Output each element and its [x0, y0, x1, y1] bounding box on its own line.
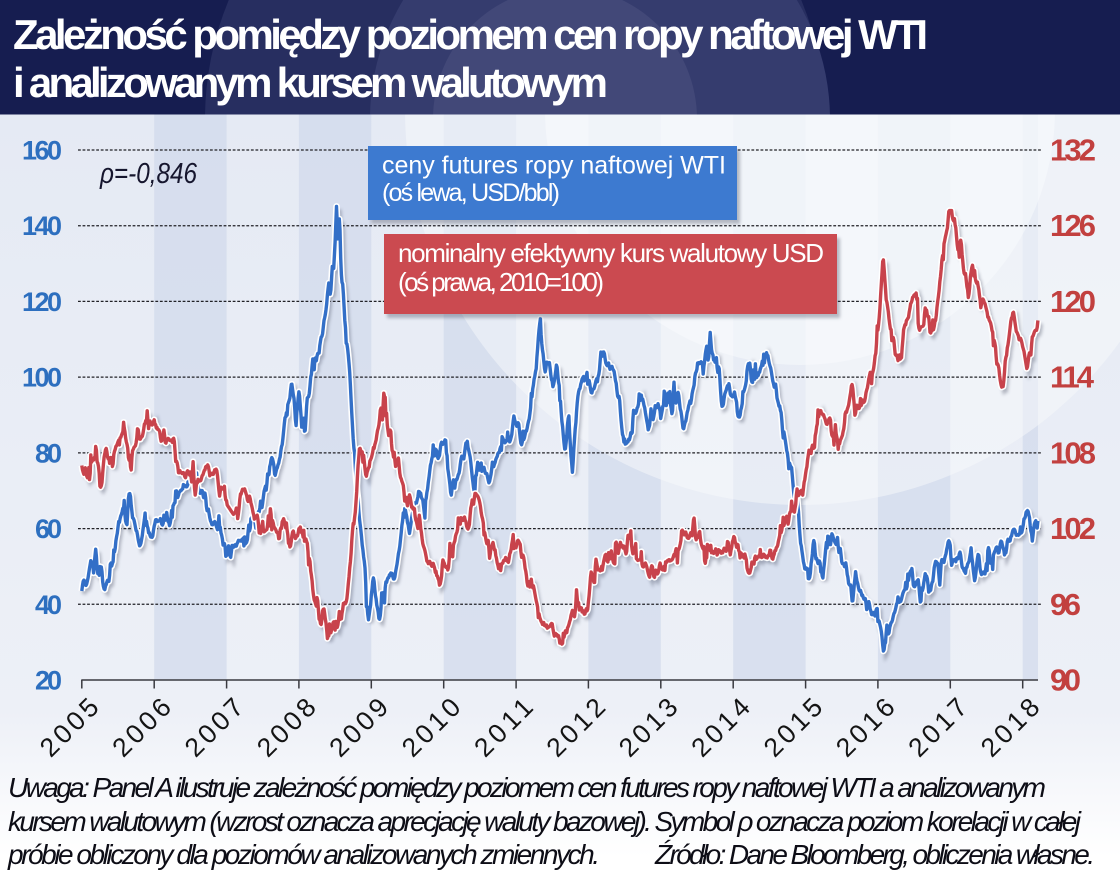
svg-text:Uwaga: Panel A ilustruje zależ: Uwaga: Panel A ilustruje zależność pomię… [8, 772, 1046, 803]
svg-text:160: 160 [22, 136, 62, 166]
svg-text:ceny futures ropy naftowej WTI: ceny futures ropy naftowej WTI [382, 152, 726, 180]
svg-text:140: 140 [22, 211, 62, 241]
svg-text:102: 102 [1050, 511, 1096, 546]
svg-text:108: 108 [1050, 435, 1096, 470]
svg-text:próbie obliczony dla poziomów: próbie obliczony dla poziomów analizowan… [7, 839, 600, 870]
svg-text:126: 126 [1050, 208, 1096, 243]
svg-text:100: 100 [22, 363, 62, 393]
svg-text:60: 60 [35, 514, 62, 544]
svg-text:132: 132 [1050, 133, 1096, 168]
svg-text:ρ=-0,846: ρ=-0,846 [99, 158, 198, 190]
svg-text:Zależność pomiędzy poziomem ce: Zależność pomiędzy poziomem cen ropy naf… [13, 11, 928, 58]
svg-text:kursem walutowym (wzrost oznac: kursem walutowym (wzrost oznacza aprecja… [8, 806, 1082, 837]
svg-text:i analizowanym kursem walutowy: i analizowanym kursem walutowym [13, 59, 608, 106]
svg-text:120: 120 [22, 287, 62, 317]
svg-text:(oś prawa, 2010=100): (oś prawa, 2010=100) [398, 267, 604, 297]
svg-text:(oś lewa, USD/bbl): (oś lewa, USD/bbl) [382, 179, 560, 207]
svg-text:40: 40 [35, 590, 62, 620]
svg-text:Źródło: Dane Bloomberg, oblicz: Źródło: Dane Bloomberg, obliczenia własn… [654, 839, 1095, 870]
svg-text:20: 20 [35, 666, 62, 696]
svg-text:96: 96 [1050, 587, 1081, 622]
svg-text:80: 80 [35, 438, 62, 468]
svg-text:114: 114 [1050, 360, 1095, 395]
svg-text:120: 120 [1050, 284, 1096, 319]
svg-text:90: 90 [1050, 663, 1081, 698]
svg-text:nominalny efektywny kurs walut: nominalny efektywny kurs walutowy USD [398, 238, 824, 268]
